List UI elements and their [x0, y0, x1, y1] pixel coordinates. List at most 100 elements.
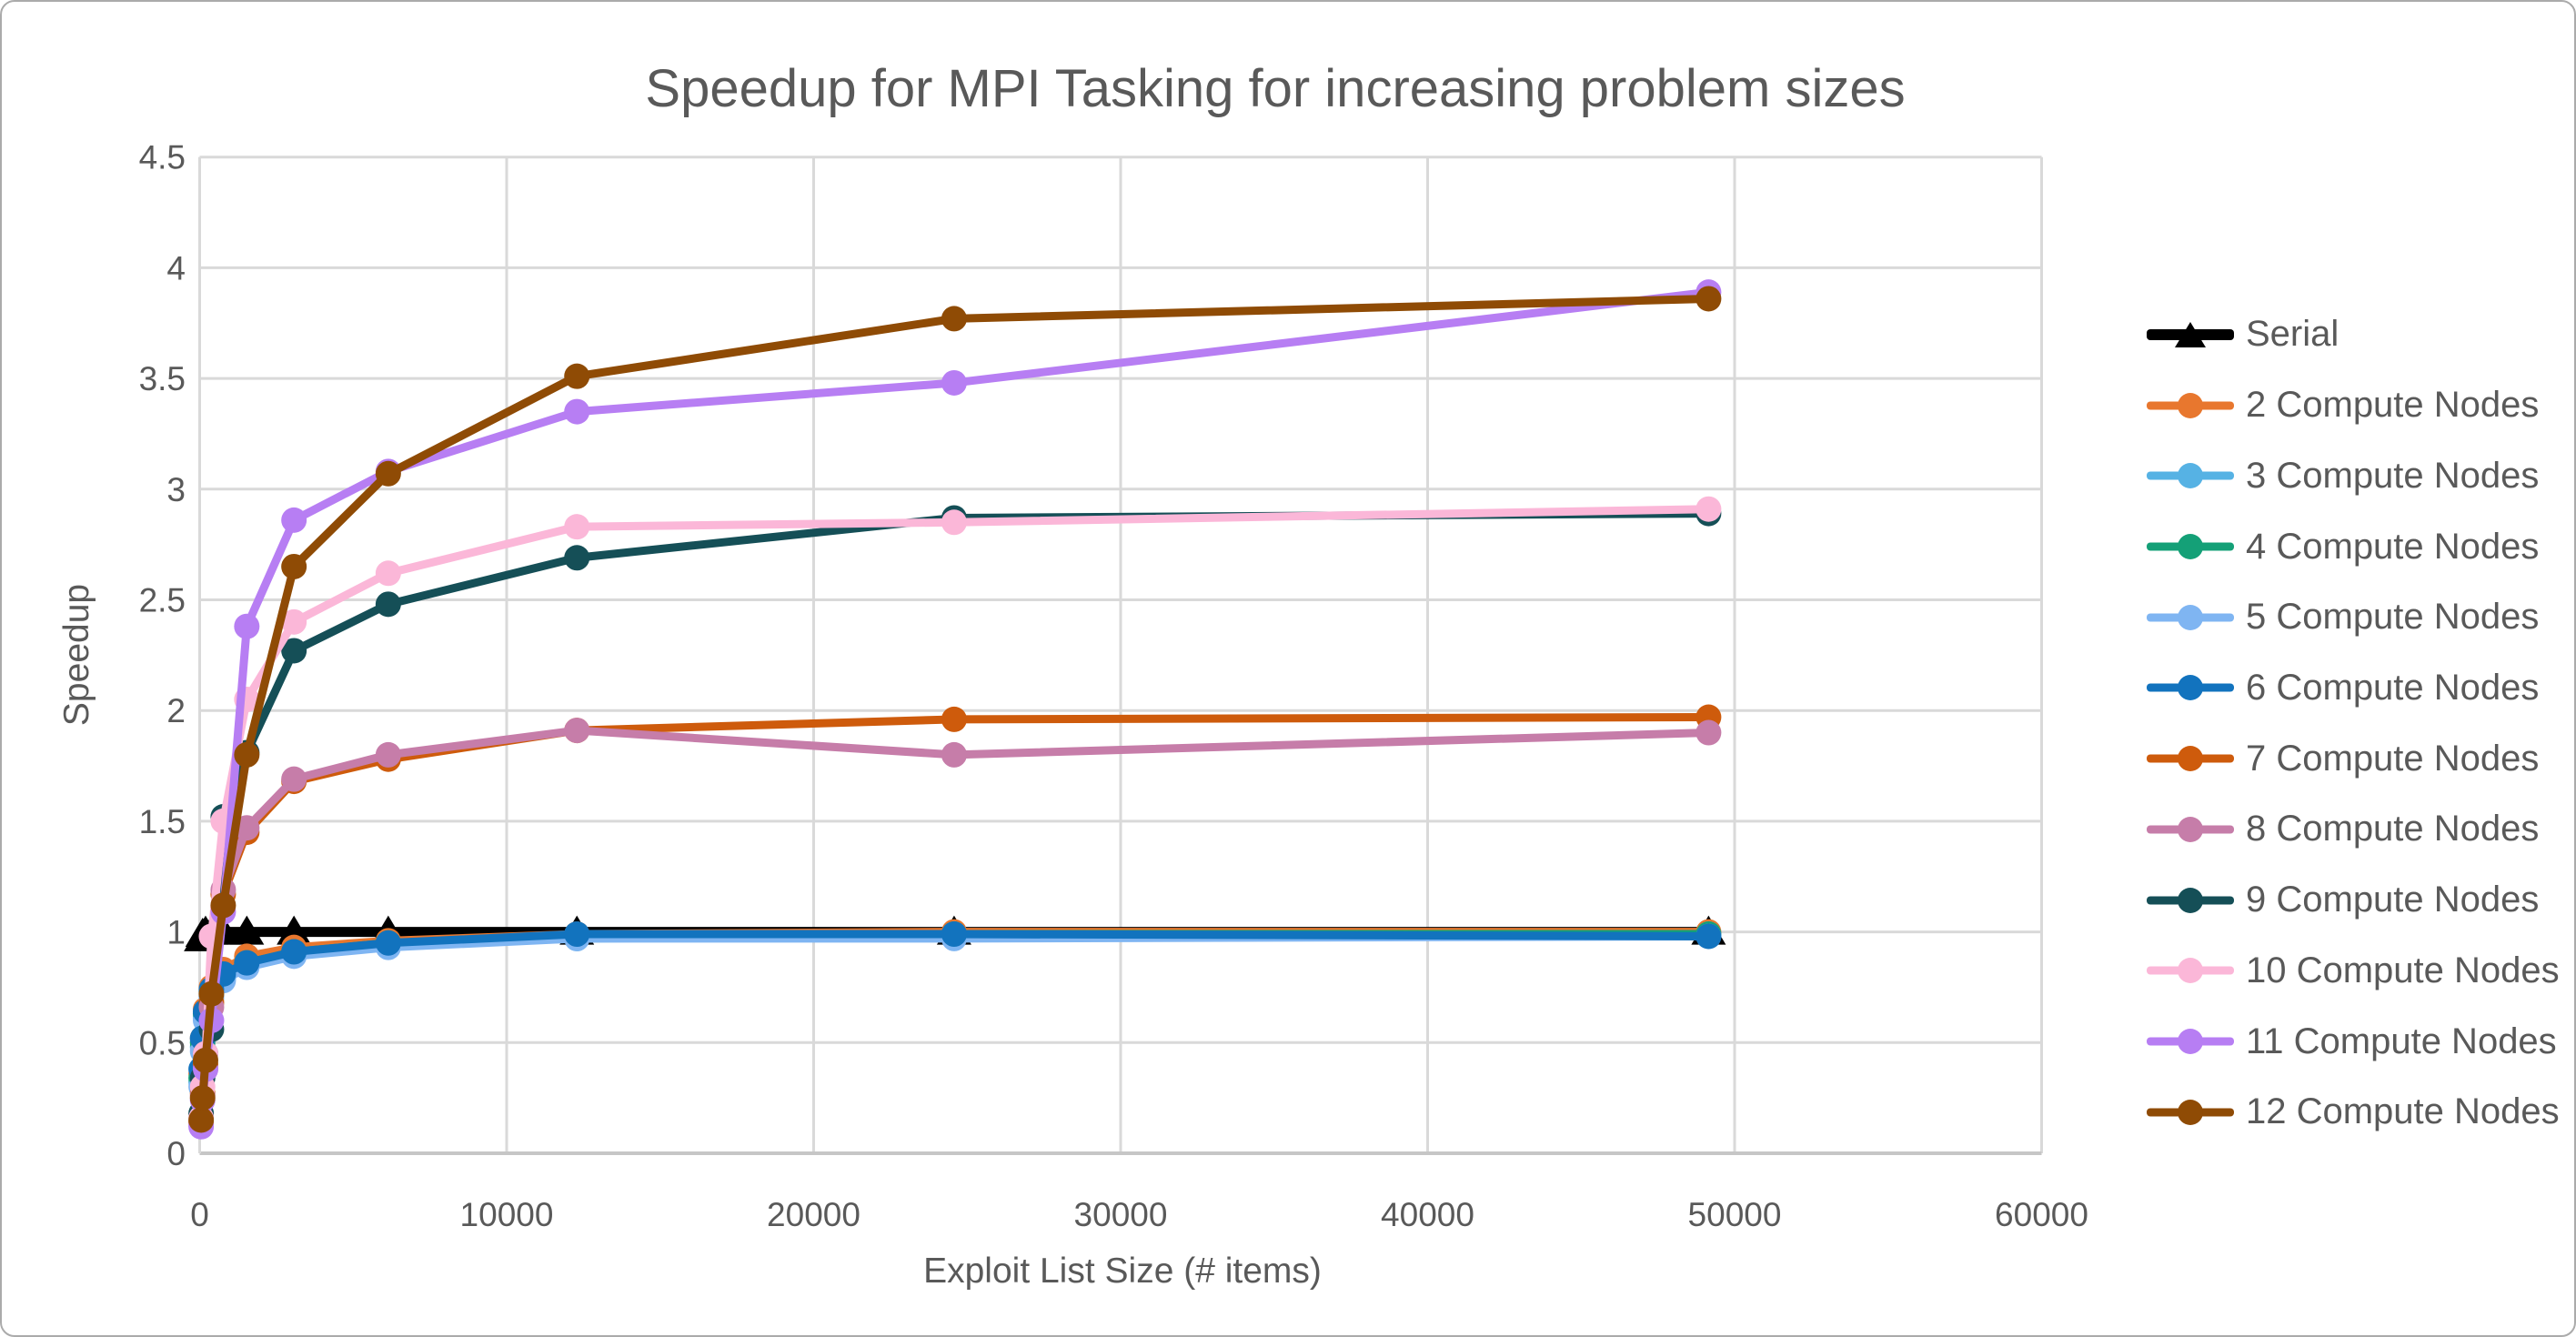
marker-circle-10-compute-nodes-10 — [1696, 496, 1722, 522]
legend-item-12-compute-nodes: 12 Compute Nodes — [2147, 1077, 2560, 1148]
legend-swatch — [2147, 745, 2234, 772]
legend-label: Serial — [2246, 314, 2340, 355]
marker-circle-10-compute-nodes-7 — [375, 560, 401, 587]
legend-marker-circle — [2178, 534, 2203, 560]
legend-item-6-compute-nodes: 6 Compute Nodes — [2147, 653, 2560, 724]
x-tick-label-60000: 60000 — [1995, 1196, 2088, 1233]
legend-marker-circle — [2178, 958, 2203, 984]
x-tick-label-50000: 50000 — [1688, 1196, 1782, 1233]
legend-item-5-compute-nodes: 5 Compute Nodes — [2147, 582, 2560, 653]
x-tick-label-20000: 20000 — [767, 1196, 860, 1233]
legend-swatch — [2147, 674, 2234, 701]
marker-circle-9-compute-nodes-6 — [281, 638, 307, 664]
marker-circle-11-compute-nodes-8 — [564, 398, 590, 425]
marker-triangle-serial-6 — [277, 915, 312, 945]
series-line-6-compute-nodes — [196, 930, 1713, 1074]
marker-circle-8-compute-nodes-6 — [281, 766, 307, 792]
x-tick-label-0: 0 — [190, 1196, 209, 1233]
marker-circle-12-compute-nodes-0 — [188, 1107, 215, 1133]
marker-circle-6-compute-nodes-9 — [941, 921, 967, 948]
series-line-9-compute-nodes — [196, 509, 1713, 1118]
legend-swatch — [2147, 816, 2234, 843]
legend-item-serial: Serial — [2147, 299, 2560, 370]
marker-circle-11-compute-nodes-6 — [281, 507, 307, 533]
marker-circle-6-compute-nodes-7 — [375, 930, 401, 956]
x-tick-label-30000: 30000 — [1074, 1196, 1168, 1233]
legend-item-7-compute-nodes: 7 Compute Nodes — [2147, 723, 2560, 794]
series-5-compute-nodes — [188, 923, 1722, 1100]
y-tick-label-2.5: 2.5 — [139, 582, 186, 619]
series-line-5-compute-nodes — [196, 931, 1713, 1091]
legend-label: 7 Compute Nodes — [2246, 738, 2540, 779]
legend-marker-circle — [2178, 604, 2203, 630]
y-tick-label-3.5: 3.5 — [139, 360, 186, 397]
legend-swatch — [2147, 604, 2234, 631]
y-tick-label-4: 4 — [166, 249, 186, 286]
legend-label: 11 Compute Nodes — [2246, 1020, 2557, 1061]
series-line-3-compute-nodes — [196, 930, 1713, 1087]
marker-circle-7-compute-nodes-9 — [941, 706, 967, 732]
legend-label: 8 Compute Nodes — [2246, 809, 2540, 849]
legend-item-9-compute-nodes: 9 Compute Nodes — [2147, 865, 2560, 936]
marker-circle-10-compute-nodes-9 — [941, 509, 967, 536]
marker-circle-6-compute-nodes-10 — [1696, 923, 1722, 950]
legend-marker-circle — [2178, 816, 2203, 842]
y-axis-title: Speedup — [57, 584, 96, 726]
gridlines — [198, 156, 2043, 1153]
marker-triangle-serial-5 — [229, 915, 265, 945]
marker-circle-12-compute-nodes-8 — [564, 363, 590, 389]
legend-item-10-compute-nodes: 10 Compute Nodes — [2147, 935, 2560, 1006]
marker-circle-12-compute-nodes-5 — [234, 741, 260, 768]
legend-label: 4 Compute Nodes — [2246, 526, 2540, 567]
legend-marker-circle — [2178, 675, 2203, 701]
legend-label: 5 Compute Nodes — [2246, 597, 2540, 638]
legend-swatch — [2147, 887, 2234, 914]
marker-circle-12-compute-nodes-10 — [1696, 286, 1722, 312]
legend-label: 10 Compute Nodes — [2246, 950, 2560, 990]
legend-marker-triangle — [2175, 321, 2206, 347]
y-tick-label-2: 2 — [166, 692, 186, 729]
x-tick-label-10000: 10000 — [460, 1196, 554, 1233]
legend-item-4-compute-nodes: 4 Compute Nodes — [2147, 511, 2560, 582]
legend-item-3-compute-nodes: 3 Compute Nodes — [2147, 440, 2560, 511]
marker-circle-12-compute-nodes-3 — [198, 980, 225, 1007]
legend-marker-circle — [2178, 1029, 2203, 1055]
legend-label: 6 Compute Nodes — [2246, 667, 2540, 708]
y-tick-label-1.5: 1.5 — [139, 803, 186, 840]
tick-labels: 0 10000 20000 30000 40000 50000 60000 0 0.5 1 1.5 2… — [139, 139, 2088, 1233]
legend-marker-circle — [2178, 463, 2203, 489]
y-tick-label-1: 1 — [166, 914, 186, 951]
series-10-compute-nodes — [188, 496, 1722, 1131]
legend-label: 2 Compute Nodes — [2246, 385, 2540, 426]
data-series — [184, 279, 1726, 1140]
marker-circle-6-compute-nodes-6 — [281, 939, 307, 965]
legend-item-8-compute-nodes: 8 Compute Nodes — [2147, 794, 2560, 865]
marker-circle-8-compute-nodes-7 — [375, 741, 401, 768]
marker-circle-10-compute-nodes-8 — [564, 514, 590, 540]
marker-circle-6-compute-nodes-8 — [564, 921, 590, 948]
legend-item-2-compute-nodes: 2 Compute Nodes — [2147, 370, 2560, 441]
chart-title: Speedup for MPI Tasking for increasing p… — [645, 59, 1906, 118]
legend-item-11-compute-nodes: 11 Compute Nodes — [2147, 1006, 2560, 1077]
marker-circle-12-compute-nodes-6 — [281, 553, 307, 579]
legend-swatch — [2147, 321, 2234, 348]
legend-marker-circle — [2178, 746, 2203, 772]
marker-circle-9-compute-nodes-8 — [564, 545, 590, 571]
y-tick-label-3: 3 — [166, 471, 186, 508]
legend-label: 3 Compute Nodes — [2246, 455, 2540, 496]
y-tick-label-0.5: 0.5 — [139, 1024, 186, 1061]
legend-swatch — [2147, 533, 2234, 560]
x-axis-title: Exploit List Size (# items) — [923, 1252, 1322, 1291]
series-12-compute-nodes — [188, 286, 1722, 1133]
marker-circle-8-compute-nodes-10 — [1696, 719, 1722, 746]
marker-circle-10-compute-nodes-6 — [281, 608, 307, 635]
legend-swatch — [2147, 392, 2234, 419]
marker-circle-12-compute-nodes-7 — [375, 460, 401, 487]
marker-circle-9-compute-nodes-7 — [375, 591, 401, 618]
legend-swatch — [2147, 957, 2234, 984]
series-6-compute-nodes — [188, 921, 1722, 1082]
marker-circle-11-compute-nodes-9 — [941, 369, 967, 396]
legend-label: 9 Compute Nodes — [2246, 880, 2540, 920]
legend-swatch — [2147, 1028, 2234, 1055]
